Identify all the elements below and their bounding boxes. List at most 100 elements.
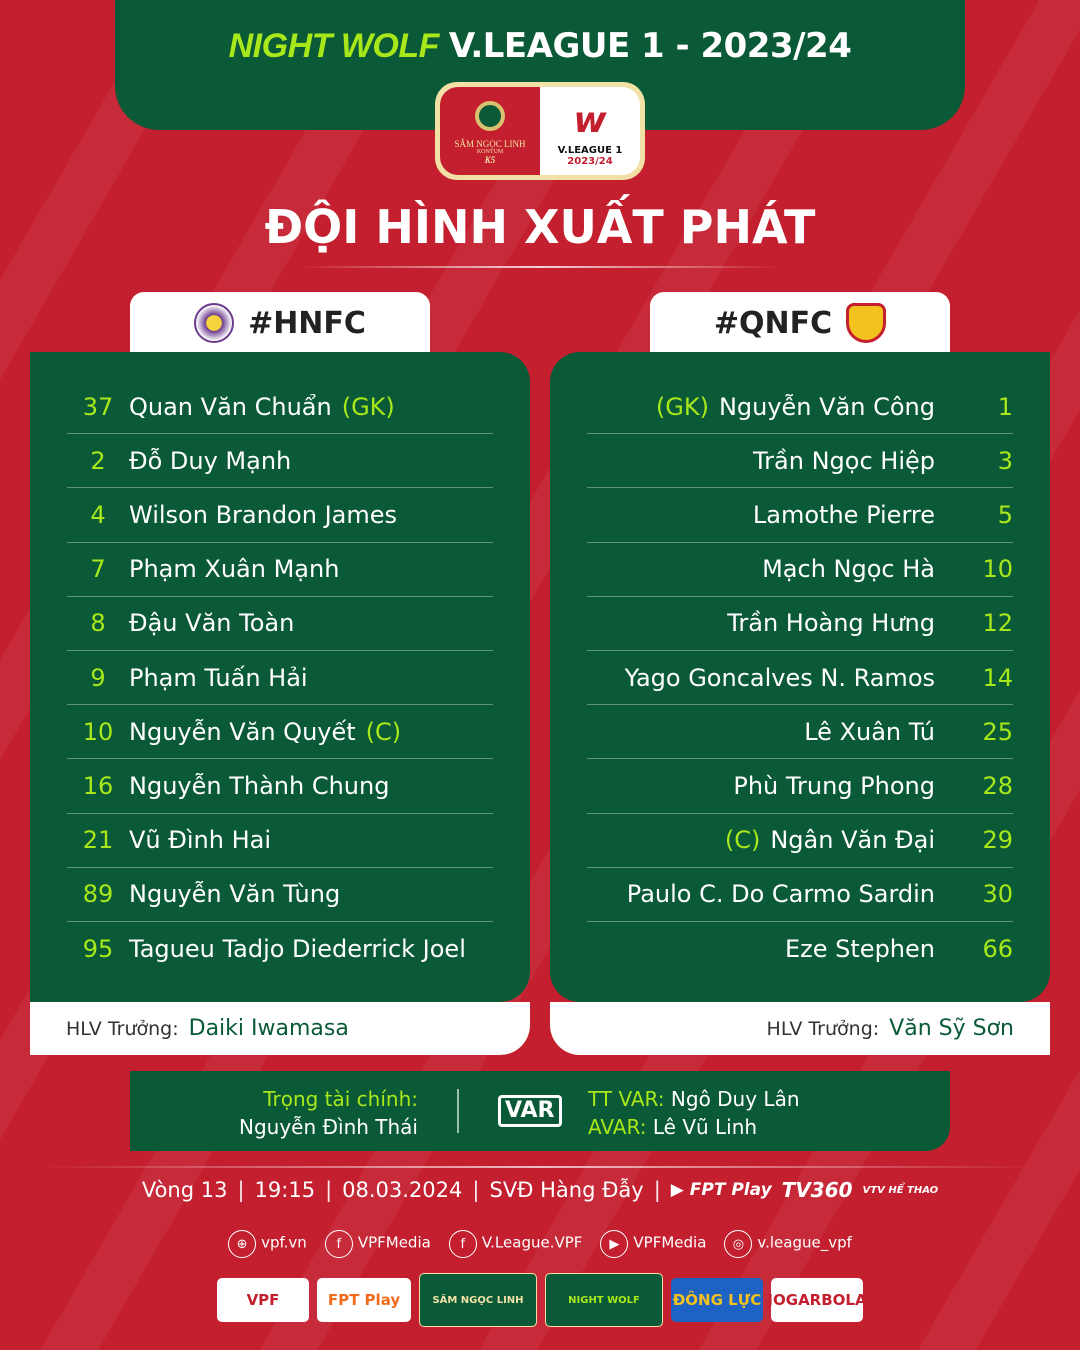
coach-name: Daiki Iwamasa bbox=[188, 1016, 349, 1041]
main-referee-label: Trọng tài chính: bbox=[263, 1087, 418, 1111]
kickoff-time: 19:15 bbox=[254, 1178, 316, 1202]
player-row: 37 Quan Văn Chuẩn (GK) bbox=[67, 380, 493, 435]
avar-label: AVAR: bbox=[588, 1115, 647, 1139]
venue: SVĐ Hàng Đẫy bbox=[489, 1178, 644, 1202]
player-row: Eze Stephen 66 bbox=[587, 922, 1013, 976]
sponsor-name: NIGHT WOLF bbox=[228, 27, 440, 65]
player-row: Mạch Ngọc Hà 10 bbox=[587, 543, 1013, 597]
player-name: Trần Hoàng Hưng bbox=[727, 609, 935, 638]
player-name: Vũ Đình Hai bbox=[129, 826, 271, 855]
player-number: 14 bbox=[982, 663, 1013, 692]
divider bbox=[300, 266, 780, 268]
round: Vòng 13 bbox=[141, 1178, 228, 1202]
coach-label: HLV Trưởng: bbox=[66, 1017, 179, 1040]
player-row: Paulo C. Do Carmo Sardin 30 bbox=[587, 868, 1013, 922]
player-number: 28 bbox=[982, 771, 1013, 800]
player-number: 10 bbox=[982, 555, 1013, 584]
social-link[interactable]: ◎ v.league_vpf bbox=[724, 1230, 852, 1258]
social-link[interactable]: f VPFMedia bbox=[324, 1230, 431, 1258]
player-row: (GK) Nguyễn Văn Công 1 bbox=[587, 380, 1013, 435]
player-row: 7 Phạm Xuân Mạnh bbox=[67, 543, 493, 597]
social-label: vpf.vn bbox=[261, 1233, 307, 1252]
player-number: 2 bbox=[90, 446, 106, 475]
social-link[interactable]: f V.League.VPF bbox=[448, 1230, 583, 1258]
player-number: 37 bbox=[82, 392, 114, 421]
player-name: Nguyễn Văn Tùng bbox=[129, 880, 341, 909]
player-number: 29 bbox=[982, 826, 1013, 855]
logo-subtext: KONTUM bbox=[476, 149, 504, 155]
social-label: v.league_vpf bbox=[757, 1233, 852, 1252]
var-icon: VAR bbox=[498, 1095, 562, 1127]
sponsor-logo: JOGARBOLA bbox=[767, 1278, 867, 1322]
player-number: 12 bbox=[982, 609, 1013, 638]
player-row: Yago Goncalves N. Ramos 14 bbox=[587, 651, 1013, 706]
player-name: Quan Văn Chuẩn bbox=[129, 392, 332, 421]
player-row: 21 Vũ Đình Hai bbox=[67, 814, 493, 868]
home-team-tab: #HNFC bbox=[130, 292, 430, 354]
player-number: 89 bbox=[82, 880, 114, 909]
player-name: Nguyễn Văn Công bbox=[718, 392, 935, 421]
away-tag: #QNFC bbox=[713, 305, 833, 341]
social-label: V.League.VPF bbox=[481, 1233, 583, 1252]
player-number: 66 bbox=[982, 934, 1013, 963]
player-name: Nguyễn Thành Chung bbox=[129, 771, 390, 800]
player-number: 8 bbox=[90, 609, 106, 638]
social-links: ⊕ vpf.vn f VPFMedia f V.League.VPF ▶ VPFMedia ◎ v… bbox=[0, 1230, 1080, 1258]
player-number: 95 bbox=[82, 934, 114, 963]
globe-icon: ⊕ bbox=[228, 1230, 257, 1258]
player-row: Lê Xuân Tú 25 bbox=[587, 705, 1013, 760]
player-name: Đỗ Duy Mạnh bbox=[129, 446, 292, 475]
player-name: Phạm Tuấn Hải bbox=[129, 663, 308, 692]
referees-panel: Trọng tài chính: Nguyễn Đình Thái VAR TT … bbox=[130, 1071, 950, 1151]
player-role: (GK) bbox=[341, 392, 395, 421]
avar-name: Lê Vũ Linh bbox=[652, 1115, 758, 1139]
var-label: TT VAR: bbox=[588, 1087, 665, 1111]
header-banner: NIGHT WOLF V.LEAGUE 1 - 2023/24 bbox=[115, 0, 965, 130]
player-name: Đậu Văn Toàn bbox=[129, 609, 295, 638]
player-number: 1 bbox=[997, 392, 1013, 421]
social-link[interactable]: ▶ VPFMedia bbox=[600, 1230, 706, 1258]
sponsor-logo: SÂM NGỌC LINH bbox=[419, 1273, 537, 1327]
logo-year: 2023/24 bbox=[567, 156, 613, 167]
player-number: 10 bbox=[82, 717, 114, 746]
player-role: (GK) bbox=[655, 392, 709, 421]
player-number: 21 bbox=[82, 826, 114, 855]
coach-label: HLV Trưởng: bbox=[766, 1017, 880, 1040]
away-coach: HLV Trưởng: Văn Sỹ Sơn bbox=[550, 1002, 1050, 1055]
tv360-logo: TV360 bbox=[781, 1178, 853, 1202]
social-link[interactable]: ⊕ vpf.vn bbox=[228, 1230, 307, 1258]
player-row: Trần Hoàng Hưng 12 bbox=[587, 597, 1013, 651]
divider bbox=[40, 1166, 1040, 1168]
player-number: 3 bbox=[997, 446, 1013, 475]
home-tag: #HNFC bbox=[248, 305, 366, 341]
sponsor-logos: VPF FPT Play SÂM NGỌC LINH NIGHT WOLF ĐÔNG L… bbox=[0, 1273, 1080, 1327]
player-name: Tagueu Tadjo Diederrick Joel bbox=[129, 934, 466, 963]
sponsor-logo: VPF bbox=[217, 1278, 309, 1322]
hanoi-crest-icon bbox=[194, 303, 235, 343]
player-row: (C) Ngân Văn Đại 29 bbox=[587, 814, 1013, 868]
player-number: 4 bbox=[90, 500, 106, 529]
fptplay-logo: ▶ FPT Play bbox=[670, 1180, 772, 1200]
player-row: Trần Ngọc Hiệp 3 bbox=[587, 434, 1013, 489]
youtube-icon: ▶ bbox=[600, 1230, 629, 1258]
player-name: Phạm Xuân Mạnh bbox=[129, 555, 340, 584]
player-number: 25 bbox=[982, 717, 1013, 746]
coach-name: Văn Sỹ Sơn bbox=[889, 1016, 1014, 1041]
player-name: Paulo C. Do Carmo Sardin bbox=[626, 880, 935, 909]
player-name: Wilson Brandon James bbox=[129, 500, 398, 529]
player-name: Lamothe Pierre bbox=[752, 500, 935, 529]
quangnam-crest-icon bbox=[846, 303, 887, 343]
player-row: 10 Nguyễn Văn Quyết (C) bbox=[67, 705, 493, 760]
player-role: (C) bbox=[724, 826, 761, 855]
var-name: Ngô Duy Lân bbox=[670, 1087, 800, 1111]
player-row: 2 Đỗ Duy Mạnh bbox=[67, 434, 493, 489]
sponsor-logo: FPT Play bbox=[317, 1278, 411, 1322]
player-number: 30 bbox=[982, 880, 1013, 909]
away-team-tab: #QNFC bbox=[650, 292, 950, 354]
league-logo: SÂM NGỌC LINH KONTUM K5 w V.LEAGUE 1 2023/24 bbox=[435, 82, 645, 180]
player-number: 5 bbox=[997, 500, 1013, 529]
player-name: Lê Xuân Tú bbox=[804, 717, 935, 746]
player-row: 4 Wilson Brandon James bbox=[67, 488, 493, 543]
main-referee-name: Nguyễn Đình Thái bbox=[239, 1115, 418, 1139]
player-number: 7 bbox=[90, 555, 106, 584]
